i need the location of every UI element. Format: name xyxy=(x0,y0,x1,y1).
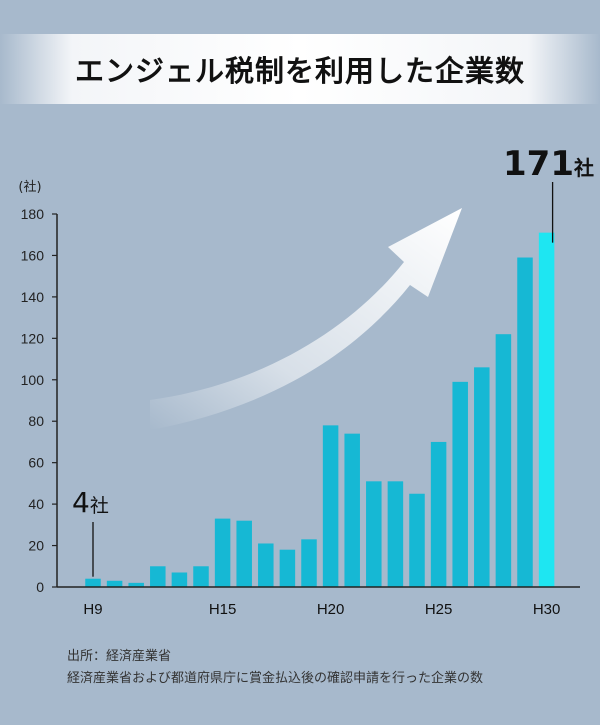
y-tick-label: 160 xyxy=(21,247,45,263)
bar-H14 xyxy=(193,566,209,587)
y-unit-label: (社) xyxy=(18,179,41,195)
bar-H10 xyxy=(106,580,123,587)
bar-H26 xyxy=(452,381,468,587)
bar-H11 xyxy=(128,582,144,587)
x-tick-label: H20 xyxy=(317,601,345,618)
bar-H17 xyxy=(258,543,274,587)
y-tick-label: 20 xyxy=(28,538,44,554)
bar-H27 xyxy=(474,367,490,587)
bar-H19 xyxy=(301,539,317,587)
source-note: 出所：経済産業省 経済産業省および都道府県庁に賞金払込後の確認申請を行った企業の… xyxy=(67,646,483,690)
bar-H24 xyxy=(409,493,425,587)
bar-H30 xyxy=(538,232,555,587)
y-tick-label: 60 xyxy=(28,455,44,471)
annotation-label: 4社 xyxy=(72,486,109,519)
y-tick-label: 40 xyxy=(28,496,44,512)
bar-H21 xyxy=(344,433,360,587)
y-tick-label: 120 xyxy=(21,330,45,346)
bar-H12 xyxy=(150,566,166,587)
bar-H13 xyxy=(171,572,188,587)
title-band: エンジェル税制を利用した企業数 xyxy=(0,34,600,104)
chart-title: エンジェル税制を利用した企業数 xyxy=(74,54,525,88)
y-tick-label: 180 xyxy=(21,206,45,222)
x-tick-label: H15 xyxy=(209,601,237,618)
bar-H25 xyxy=(430,441,447,587)
y-tick-label: 80 xyxy=(28,413,44,429)
x-tick-label: H9 xyxy=(83,601,102,618)
growth-arrow-icon xyxy=(150,208,462,430)
bar-H15 xyxy=(214,518,231,587)
x-tick-label: H30 xyxy=(533,601,561,618)
bar-H18 xyxy=(279,549,296,587)
bar-H16 xyxy=(236,520,252,587)
y-tick-label: 100 xyxy=(21,372,45,388)
bar-H9 xyxy=(85,578,101,587)
bar-H28 xyxy=(495,334,512,587)
annotation-label: 171社 xyxy=(503,144,594,184)
x-tick-label: H25 xyxy=(425,601,453,618)
source-line: 出所：経済産業省 xyxy=(67,649,172,664)
bar-H22 xyxy=(366,481,382,587)
bar-H23 xyxy=(387,481,404,587)
y-tick-label: 0 xyxy=(36,579,44,595)
bar-H29 xyxy=(517,257,533,587)
source-description: 経済産業省および都道府県庁に賞金払込後の確認申請を行った企業の数 xyxy=(67,671,484,686)
y-tick-label: 140 xyxy=(21,289,45,305)
bar-H20 xyxy=(322,425,339,587)
